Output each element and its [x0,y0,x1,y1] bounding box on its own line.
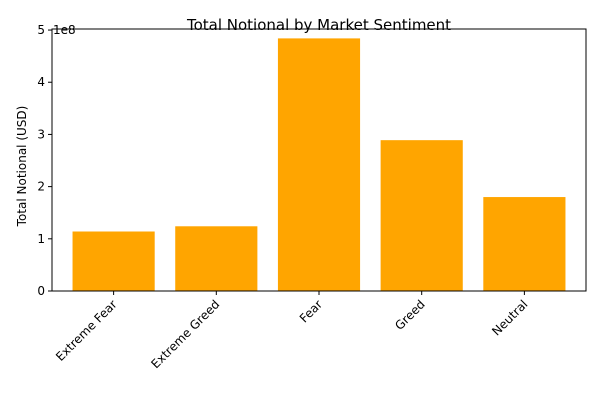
x-tick-label-fear: Fear [297,297,325,325]
x-tick-label-greed: Greed [392,297,428,333]
chart-title: Total Notional by Market Sentiment [186,16,451,34]
bar-extreme-fear [72,231,155,291]
y-tick-label: 0 [37,284,45,298]
y-tick-label: 2 [37,180,45,194]
x-axis-ticks: Extreme Fear Extreme Greed Fear Greed Neutra… [53,291,531,371]
y-tick-label: 4 [37,75,45,89]
y-axis-ticks: 0 1 2 3 4 5 [37,23,52,298]
x-tick-label-neutral: Neutral [489,297,530,338]
bars-group [72,38,566,291]
y-tick-label: 3 [37,127,45,141]
y-tick-label: 5 [37,23,45,37]
bar-fear [277,38,361,291]
x-tick-label-extreme-fear: Extreme Fear [53,297,120,364]
bar-neutral [483,197,566,291]
y-axis-offset-label: 1e8 [53,23,76,37]
plot-area-frame [51,28,587,292]
y-tick-label: 1 [37,232,45,246]
bar-greed [380,140,463,291]
bar-extreme-greed [175,226,258,291]
x-tick-label-extreme-greed: Extreme Greed [148,297,222,371]
y-axis-label: Total Notional (USD) [15,106,29,228]
